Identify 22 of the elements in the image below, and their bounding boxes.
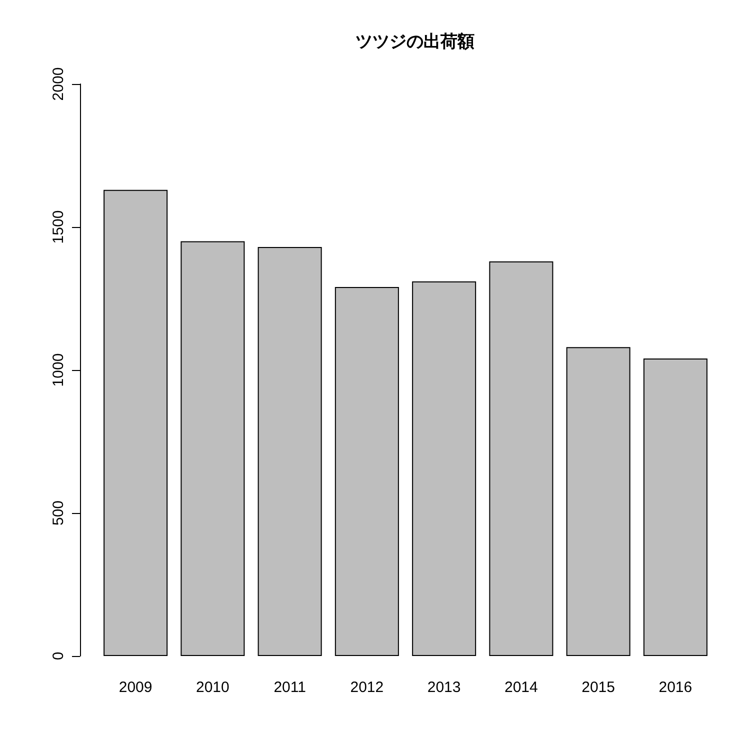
y-tick-label: 0: [50, 652, 67, 660]
chart-title: ツツジの出荷額: [356, 32, 474, 51]
x-tick-label: 2011: [274, 679, 306, 696]
bar: [104, 190, 168, 656]
bar: [412, 281, 476, 656]
x-tick-label: 2013: [427, 679, 461, 696]
x-tick-label: 2015: [582, 679, 615, 696]
y-tick-label: 1000: [50, 353, 67, 387]
bar: [489, 261, 554, 656]
y-tick-label: 500: [50, 500, 67, 526]
bar: [643, 358, 708, 656]
x-tick-label: 2010: [196, 679, 230, 696]
x-tick-label: 2009: [118, 679, 152, 696]
x-tick-label: 2016: [658, 679, 692, 696]
bar: [334, 287, 399, 656]
x-tick-label: 2014: [504, 679, 538, 696]
x-tick-label: 2012: [350, 679, 384, 696]
bar: [566, 347, 630, 656]
bar: [180, 241, 245, 656]
y-tick-label: 2000: [50, 67, 67, 101]
bar: [258, 247, 322, 656]
y-tick-label: 1500: [50, 210, 67, 244]
